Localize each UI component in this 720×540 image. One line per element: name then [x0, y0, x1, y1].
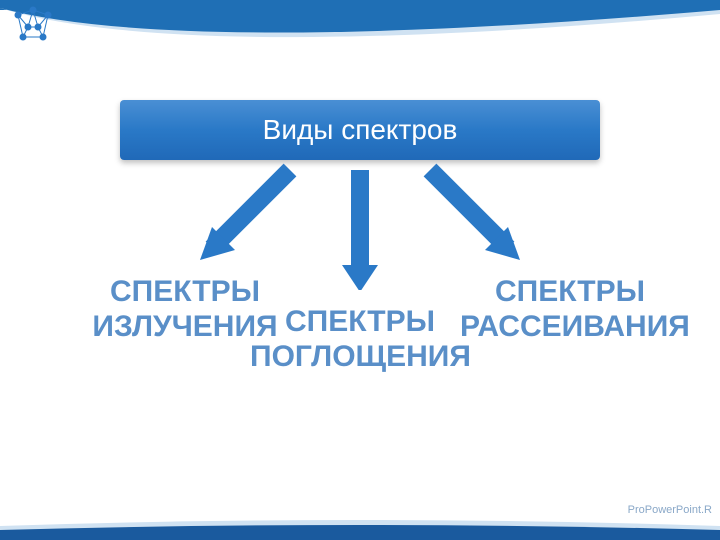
- arrow-center: [342, 170, 378, 290]
- title-box: Виды спектров: [120, 100, 600, 160]
- category-absorption: СПЕКТРЫ ПОГЛОЩЕНИЯ: [250, 305, 470, 374]
- title-text: Виды спектров: [263, 114, 458, 146]
- arrows-container: [0, 160, 720, 290]
- bottom-border-bar: [0, 518, 720, 540]
- arrow-left: [200, 170, 290, 260]
- category-scattering: СПЕКТРЫ РАССЕИВАНИЯ: [460, 275, 680, 344]
- watermark-text: ProPowerPoint.R: [628, 504, 712, 516]
- top-curve-decoration: [0, 8, 720, 58]
- network-logo-icon: [8, 5, 58, 45]
- arrow-right: [430, 170, 520, 260]
